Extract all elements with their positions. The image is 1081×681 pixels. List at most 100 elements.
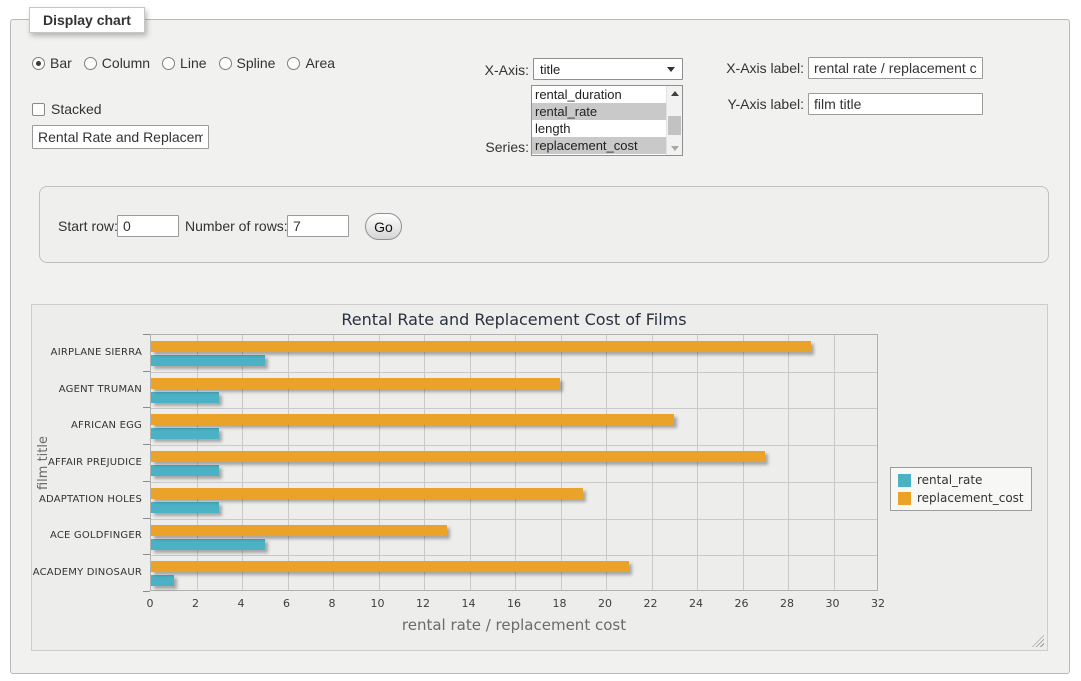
chart-type-option-spline[interactable]: Spline xyxy=(218,55,276,71)
x-axis-select[interactable]: title xyxy=(533,58,683,80)
gridline xyxy=(242,335,243,590)
scroll-up-icon[interactable] xyxy=(667,86,682,100)
legend-label: rental_rate xyxy=(917,473,983,487)
x-tick-label: 32 xyxy=(871,597,885,610)
chart-type-option-bar[interactable]: Bar xyxy=(32,55,72,71)
stacked-label: Stacked xyxy=(51,101,102,117)
radio-icon[interactable] xyxy=(218,56,232,70)
x-tick-label: 4 xyxy=(237,597,245,610)
bar-replacement_cost xyxy=(151,414,675,426)
radio-label: Line xyxy=(180,55,207,71)
chart-type-option-line[interactable]: Line xyxy=(162,55,207,71)
series-options: rental_duration rental_rate length replacem… xyxy=(532,86,666,155)
x-tick-label: 30 xyxy=(825,597,840,610)
resize-handle-icon[interactable] xyxy=(1032,635,1044,647)
x-tick-label: 28 xyxy=(780,597,794,610)
scroll-down-icon[interactable] xyxy=(667,141,682,155)
gridline xyxy=(788,335,789,590)
chevron-down-icon xyxy=(667,67,675,72)
stacked-checkbox-row[interactable]: Stacked xyxy=(32,101,102,117)
x-axis-title: rental rate / replacement cost xyxy=(401,616,627,634)
x-tick-label: 26 xyxy=(734,597,749,610)
legend-item-replacement_cost: replacement_cost xyxy=(898,491,1024,505)
x-tick-label: 20 xyxy=(598,597,612,610)
plot-area xyxy=(150,334,878,591)
start-row-label: Start row: xyxy=(58,218,118,234)
series-select-label: Series: xyxy=(485,139,529,155)
category-label: AGENT TRUMAN xyxy=(58,383,142,395)
y-tick xyxy=(143,591,150,592)
x-tick-label: 2 xyxy=(192,597,199,610)
gridline xyxy=(151,445,877,447)
x-axis-label-input[interactable] xyxy=(808,57,983,79)
series-option-length[interactable]: length xyxy=(535,121,571,136)
gridline xyxy=(151,518,877,520)
scrollbar-thumb[interactable] xyxy=(668,115,681,136)
x-tick-labels: 0 2 4 6 8 10 12 14 16 18 20 22 24 26 28 30 32 xyxy=(32,597,1047,611)
legend-label: replacement_cost xyxy=(917,491,1024,505)
y-tick xyxy=(143,407,150,409)
rows-panel: Start row: Number of rows: Go xyxy=(39,186,1049,263)
category-label: AFFAIR PREJUDICE xyxy=(47,456,142,468)
series-scrollbar[interactable] xyxy=(666,86,682,155)
gridline xyxy=(151,408,877,410)
radio-icon[interactable] xyxy=(32,56,45,70)
radio-icon[interactable] xyxy=(83,56,97,70)
gridline xyxy=(151,371,877,373)
x-tick-label: 18 xyxy=(552,597,567,610)
category-label: ACADEMY DINOSAUR xyxy=(32,567,142,579)
series-option-rental_duration[interactable]: rental_duration xyxy=(535,87,622,102)
series-option-replacement_cost[interactable]: replacement_cost xyxy=(532,137,666,154)
radio-icon[interactable] xyxy=(162,56,176,70)
gridline xyxy=(560,335,562,590)
chart-legend: rental_rate replacement_cost xyxy=(890,467,1032,511)
gridline xyxy=(424,335,425,590)
radio-label: Column xyxy=(101,55,151,71)
radio-icon[interactable] xyxy=(287,56,301,70)
chart-type-option-column[interactable]: Column xyxy=(83,55,151,71)
bar-rental_rate xyxy=(151,575,174,587)
go-button[interactable]: Go xyxy=(365,213,402,240)
bar-replacement_cost xyxy=(151,524,447,536)
x-tick-label: 16 xyxy=(507,597,521,610)
gridline xyxy=(196,335,198,590)
panel-title: Display chart xyxy=(29,7,145,33)
series-listbox[interactable]: rental_duration rental_rate length replacem… xyxy=(531,85,683,156)
gridline xyxy=(151,481,877,483)
display-chart-panel: Display chart Bar Column Line Spline Area St… xyxy=(10,7,1070,674)
start-row-input[interactable] xyxy=(117,215,179,237)
bar-rental_rate xyxy=(151,391,220,403)
y-tick xyxy=(143,444,150,446)
x-tick-label: 8 xyxy=(328,597,336,610)
x-tick-label: 6 xyxy=(283,597,290,610)
bar-rental_rate xyxy=(151,465,220,477)
gridline xyxy=(833,335,835,590)
gridline xyxy=(742,335,744,590)
legend-swatch xyxy=(898,473,911,487)
chart-title-input[interactable] xyxy=(32,125,209,149)
scrollbar-track[interactable] xyxy=(667,100,682,141)
x-tick-label: 14 xyxy=(461,597,476,610)
x-axis-select-label: X-Axis: xyxy=(484,62,529,78)
radio-label: Area xyxy=(305,55,336,71)
bar-replacement_cost xyxy=(151,561,629,573)
category-label: ACE GOLDFINGER xyxy=(49,530,142,542)
bar-rental_rate xyxy=(151,428,220,440)
bar-replacement_cost xyxy=(151,487,584,499)
x-tick-label: 24 xyxy=(689,597,703,610)
radio-label: Spline xyxy=(236,55,276,71)
gridline xyxy=(651,335,653,590)
chart-title: Rental Rate and Replacement Cost of Film… xyxy=(341,310,687,329)
radio-label: Bar xyxy=(50,55,72,71)
chart-type-radios: Bar Column Line Spline Area xyxy=(32,55,335,71)
series-option-rental_rate[interactable]: rental_rate xyxy=(532,103,666,120)
category-label: AFRICAN EGG xyxy=(71,420,142,432)
y-tick xyxy=(143,554,150,556)
bar-rental_rate xyxy=(151,501,220,513)
gridline xyxy=(378,335,380,590)
chart-type-option-area[interactable]: Area xyxy=(287,55,335,71)
y-axis-label-input[interactable] xyxy=(808,93,983,115)
number-of-rows-input[interactable] xyxy=(287,215,349,237)
stacked-checkbox[interactable] xyxy=(32,102,45,116)
number-of-rows-label: Number of rows: xyxy=(185,218,288,234)
